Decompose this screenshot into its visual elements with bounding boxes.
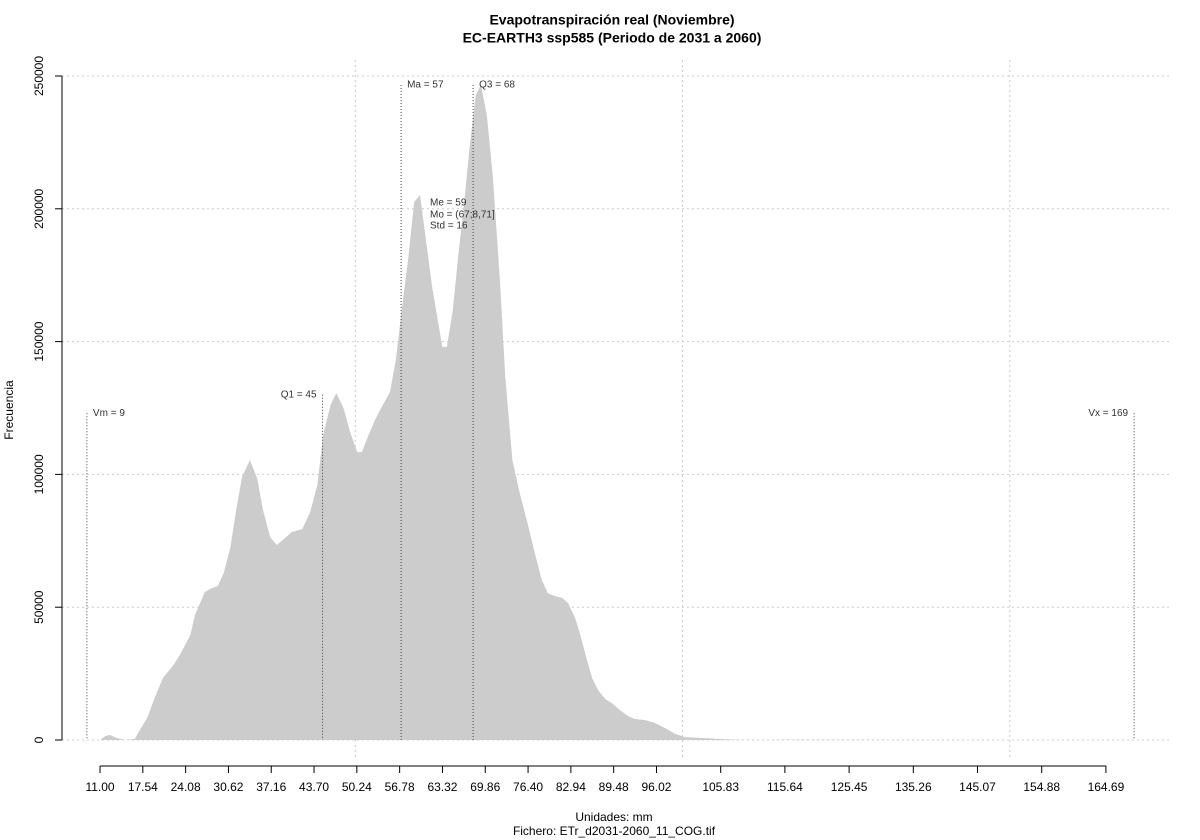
x-tick-label: 82.94 bbox=[556, 780, 586, 794]
x-tick-label: 76.40 bbox=[513, 780, 543, 794]
marker-label: Vx = 169 bbox=[1088, 408, 1128, 419]
y-axis-label: Frecuencia bbox=[2, 380, 16, 440]
x-tick-label: 69.86 bbox=[470, 780, 500, 794]
y-tick-label: 100000 bbox=[32, 454, 46, 494]
x-tick-label: 37.16 bbox=[256, 780, 286, 794]
y-tick-label: 50000 bbox=[32, 590, 46, 624]
x-tick-label: 24.08 bbox=[171, 780, 201, 794]
x-tick-label: 115.64 bbox=[767, 780, 803, 794]
x-axis-label: Unidades: mm bbox=[575, 810, 652, 824]
marker-label: Vm = 9 bbox=[93, 408, 125, 419]
x-tick-label: 43.70 bbox=[299, 780, 329, 794]
stat-label: Std = 16 bbox=[430, 221, 468, 232]
y-tick-label: 200000 bbox=[32, 188, 46, 228]
caption: Fichero: ETr_d2031-2060_11_COG.tif bbox=[513, 824, 716, 838]
x-tick-label: 154.88 bbox=[1023, 780, 1060, 794]
x-tick-label: 30.62 bbox=[213, 780, 243, 794]
stat-label: Me = 59 bbox=[430, 198, 467, 209]
y-tick-label: 0 bbox=[32, 736, 46, 743]
x-tick-label: 50.24 bbox=[342, 780, 372, 794]
chart-title: Evapotranspiración real (Noviembre) bbox=[489, 12, 734, 28]
x-tick-label: 89.48 bbox=[599, 780, 629, 794]
x-tick-label: 11.00 bbox=[85, 780, 114, 794]
stat-label: Mo = (67;8,71] bbox=[430, 210, 495, 221]
x-tick-label: 63.32 bbox=[427, 780, 457, 794]
x-tick-label: 105.83 bbox=[702, 780, 739, 794]
x-tick-label: 135.26 bbox=[895, 780, 932, 794]
chart-subtitle: EC-EARTH3 ssp585 (Periodo de 2031 a 2060… bbox=[463, 30, 762, 46]
x-tick-label: 145.07 bbox=[959, 780, 996, 794]
x-tick-label: 17.54 bbox=[128, 780, 158, 794]
x-tick-label: 164.69 bbox=[1088, 780, 1125, 794]
y-tick-label: 150000 bbox=[32, 321, 46, 361]
marker-label: Q3 = 68 bbox=[479, 80, 515, 91]
area bbox=[100, 85, 1122, 741]
y-tick-label: 250000 bbox=[32, 56, 46, 96]
x-tick-label: 125.45 bbox=[831, 780, 868, 794]
x-tick-label: 56.78 bbox=[385, 780, 415, 794]
x-tick-label: 96.02 bbox=[641, 780, 671, 794]
marker-label: Ma = 57 bbox=[407, 80, 444, 91]
marker-label: Q1 = 45 bbox=[281, 389, 317, 400]
